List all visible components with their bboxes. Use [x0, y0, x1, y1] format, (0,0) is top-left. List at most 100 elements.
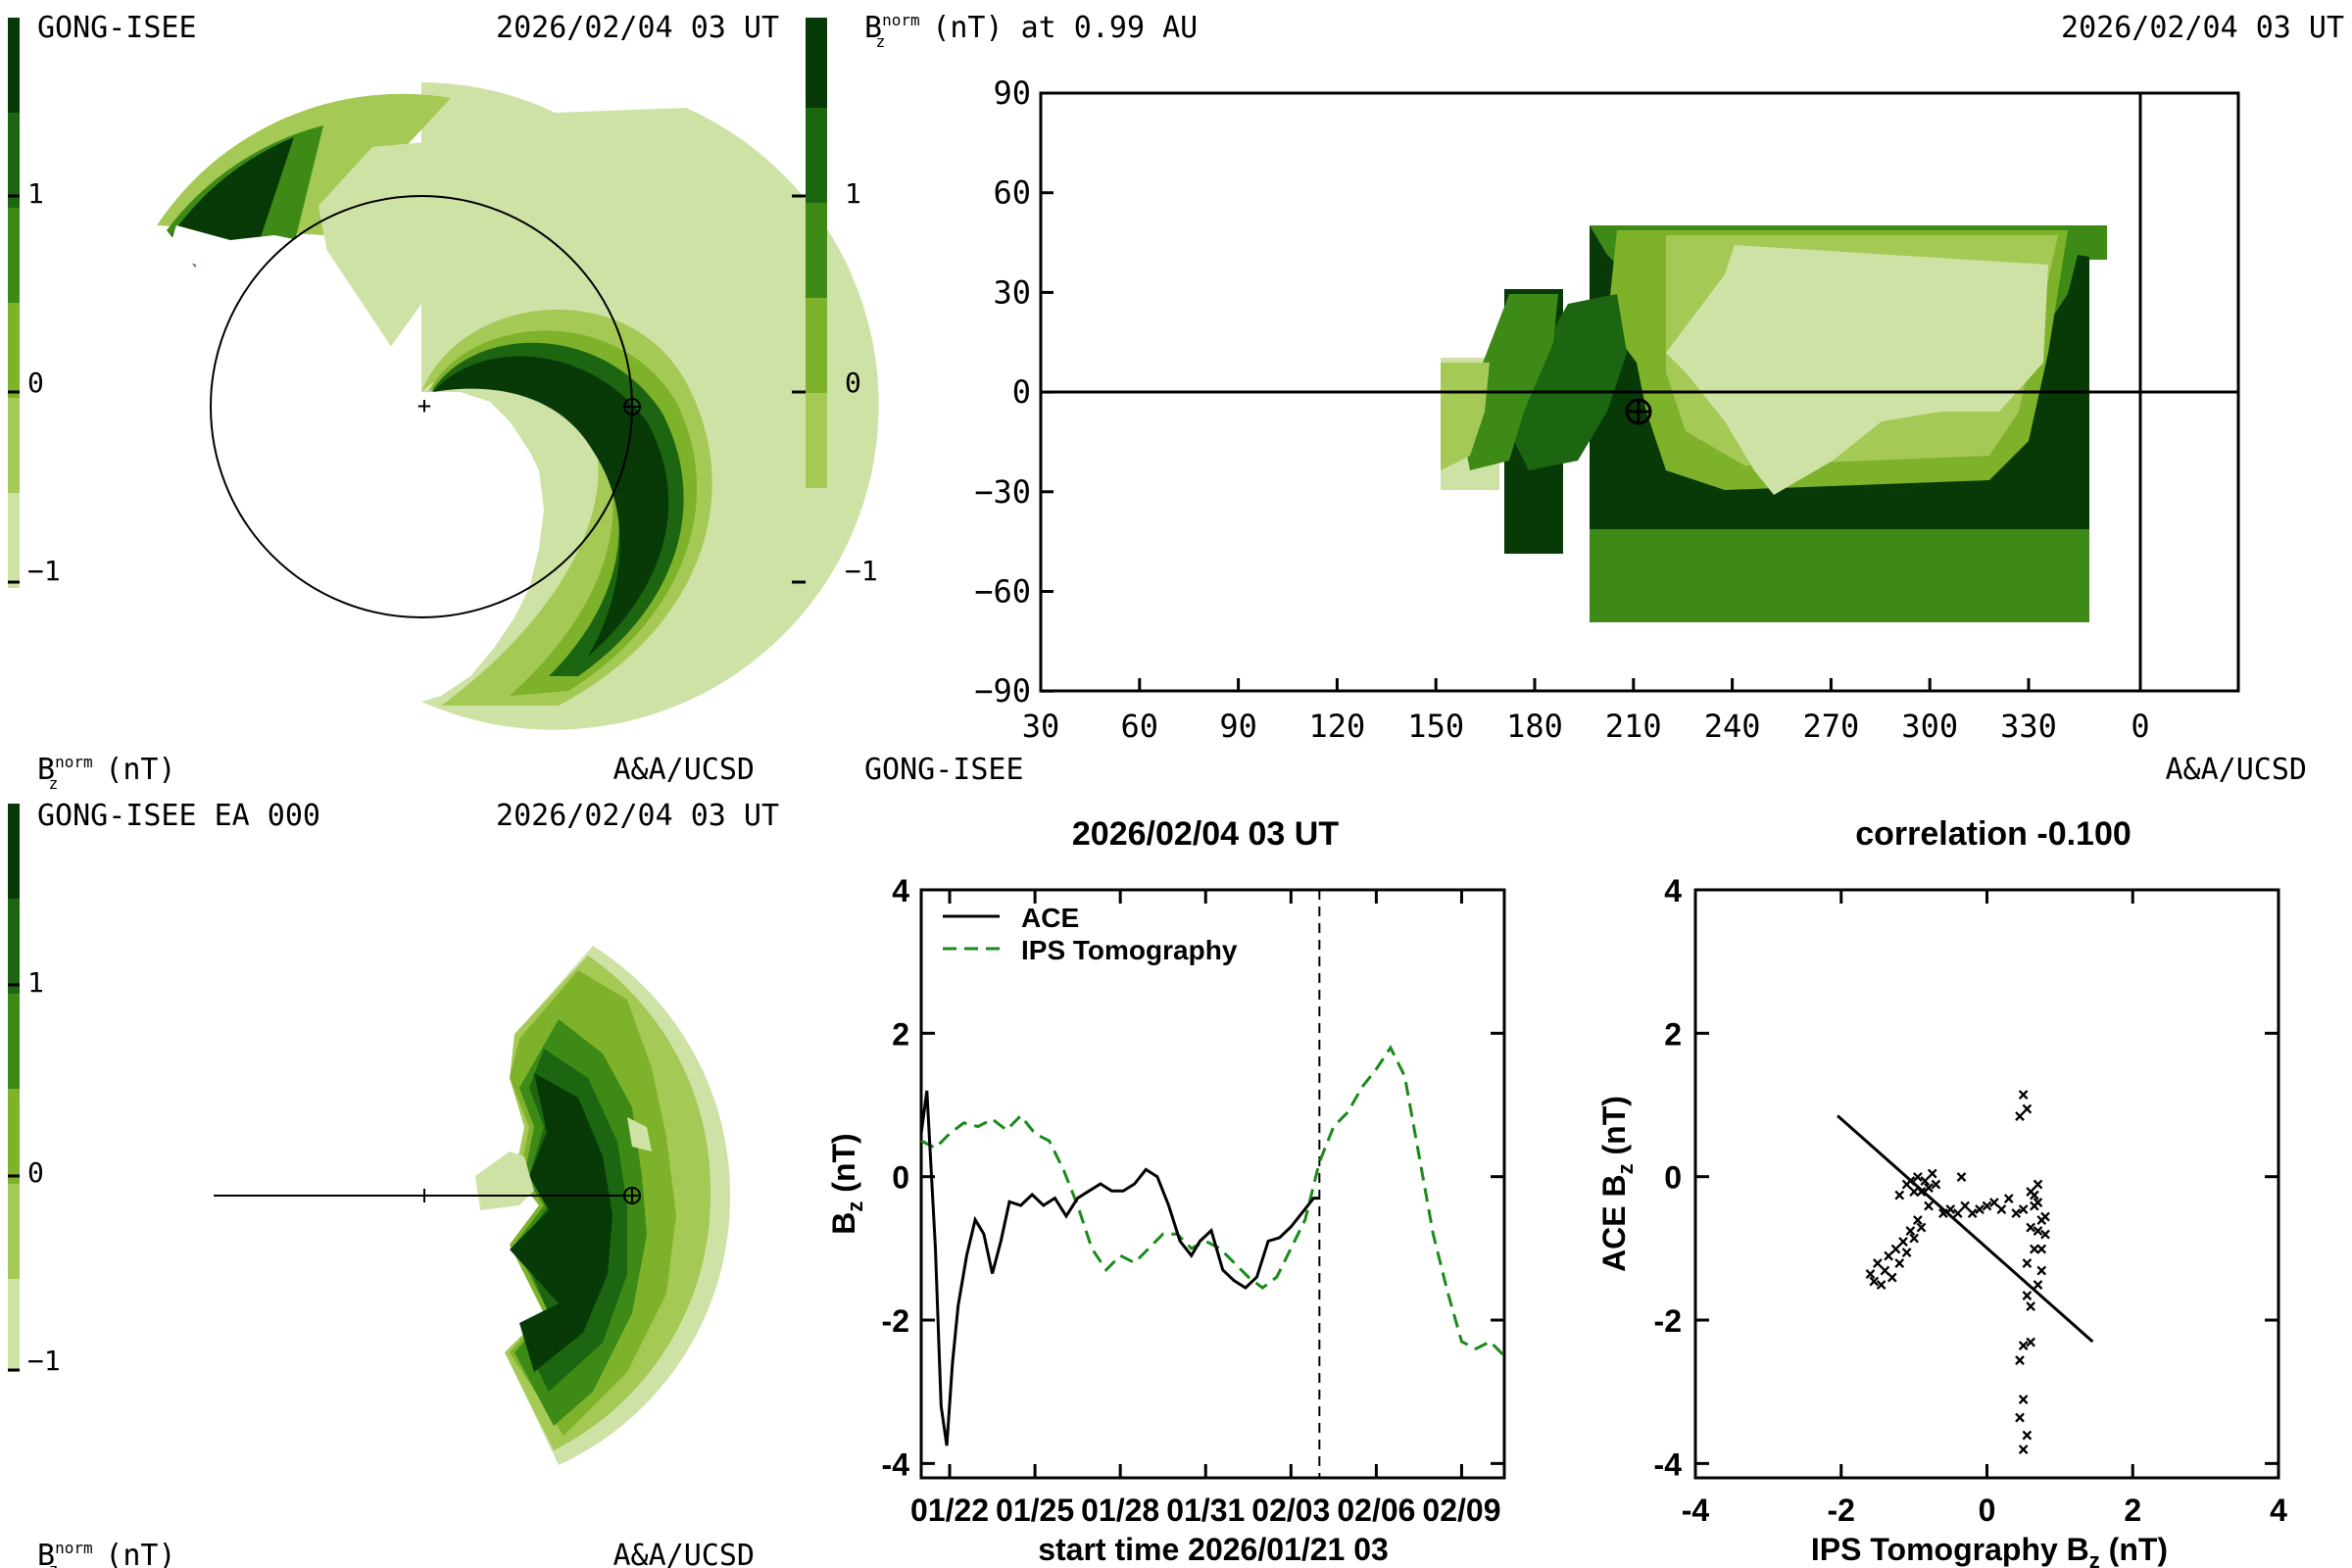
x-tick-label: 02/03 [1251, 1493, 1330, 1528]
scatter-point: × [1908, 1179, 1920, 1202]
scatter-point: × [1886, 1265, 1898, 1289]
legend-entry-ace: ACE [1021, 903, 1079, 933]
y-tick-label: −30 [974, 473, 1031, 511]
x-tick-label: -4 [1682, 1493, 1710, 1528]
scatter-point: × [2039, 1204, 2051, 1228]
x-tick-label: 4 [2270, 1493, 2287, 1528]
scatter-point: × [1930, 1172, 1941, 1196]
regression-fit-line [1837, 1114, 2094, 1344]
scatter-point: × [2029, 1237, 2040, 1260]
map-title: Bnorm z (nT) at 0.99 AU [864, 11, 1198, 51]
x-tick-label: 240 [1704, 708, 1761, 745]
credit-label: A&A/UCSD [613, 1539, 756, 1568]
timeseries-legend: ACE IPS Tomography [943, 903, 1238, 965]
scatter-point: × [2021, 1250, 2033, 1274]
scatter-point: × [1901, 1172, 1913, 1196]
scatter-point: × [1879, 1258, 1890, 1282]
colorbar-tick-label: 0 [845, 367, 861, 399]
scatter-point: × [1912, 1165, 1924, 1189]
scatter-title: correlation -0.100 [1855, 815, 2132, 853]
timeseries-y-axis-label: Bz (nT) [826, 1133, 867, 1234]
timeseries-plot-frame [919, 888, 1506, 1480]
y-tick-label: 90 [993, 74, 1031, 112]
colorbar-tick-label: 0 [27, 367, 44, 399]
credit-label: A&A/UCSD [613, 753, 756, 787]
y-tick-label: 30 [993, 273, 1031, 311]
x-tick-label: 180 [1506, 708, 1563, 745]
timeseries-x-axis-label: start time 2026/01/21 03 [1038, 1532, 1389, 1567]
y-tick-label: 4 [892, 873, 909, 908]
y-tick-label: 0 [1012, 373, 1031, 411]
x-tick-label: 210 [1605, 708, 1662, 745]
x-tick-label: 300 [1901, 708, 1958, 745]
scatter-point: × [1872, 1250, 1884, 1274]
x-tick-label: 90 [1219, 708, 1257, 745]
x-tick-label: 330 [2000, 708, 2057, 745]
scatter-point: × [1981, 1194, 1992, 1217]
top-left-panel: 1 0 −1 GONG-ISEE 2026/02/04 03 UT [8, 11, 879, 793]
x-tick-label: 01/31 [1166, 1493, 1245, 1528]
x-tick-label: 150 [1407, 708, 1464, 745]
colorbar-tick-label: −1 [27, 555, 61, 587]
scatter-point: × [1923, 1194, 1935, 1217]
source-label: GONG-ISEE EA 000 [37, 799, 320, 833]
scatter-point: × [1937, 1200, 1949, 1224]
x-tick-label: 01/25 [996, 1493, 1074, 1528]
x-tick-label: 0 [2131, 708, 2149, 745]
scatter-point: × [1864, 1261, 1876, 1285]
colorbar-tick-label: 1 [27, 966, 44, 999]
scatter-point: × [1988, 1190, 2000, 1213]
x-tick-label: 120 [1309, 708, 1366, 745]
scatter-point: × [2014, 1348, 2026, 1371]
scatter-point: × [1955, 1165, 1967, 1189]
scatter-point: × [1897, 1230, 1909, 1253]
scatter-point: × [1944, 1198, 1956, 1221]
scatter-point: × [1967, 1200, 1979, 1224]
colorbar-tick-label: 0 [27, 1156, 44, 1189]
legend-entry-ips: IPS Tomography [1021, 935, 1238, 965]
scatter-point: × [2018, 1388, 2030, 1411]
x-tick-label: 2 [2124, 1493, 2141, 1528]
scatter-point: × [1883, 1244, 1894, 1267]
scatter-point: × [2025, 1294, 2036, 1317]
colorbar-tick-label: 1 [845, 177, 861, 210]
scatter-point: × [1876, 1272, 1887, 1296]
scatter-point: × [1904, 1219, 1916, 1243]
y-tick-label: 2 [1664, 1016, 1682, 1052]
scatter-panel: correlation -0.100 420-2-4-4 -2 0 2 4 ××××××… [1596, 815, 2287, 1568]
scatter-point: × [2033, 1190, 2044, 1213]
y-tick-label: -2 [882, 1303, 909, 1339]
y-tick-label: 4 [1664, 873, 1682, 908]
scatter-point: × [1916, 1215, 1928, 1239]
scatter-point: × [1890, 1237, 1902, 1260]
source-label: GONG-ISEE [37, 11, 197, 45]
scatter-point: × [2025, 1215, 2036, 1239]
scatter-point: × [2014, 1405, 2026, 1429]
x-tick-label: 0 [1979, 1493, 1996, 1528]
timestamp-label: 2026/02/04 03 UT [2061, 11, 2344, 45]
scatter-point: × [2021, 1283, 2033, 1306]
scatter-point: × [1952, 1200, 1964, 1224]
scatter-point: × [2035, 1258, 2047, 1282]
scatter-point: × [2003, 1187, 2015, 1210]
y-tick-label: 0 [1664, 1160, 1682, 1196]
x-tick-label: 01/22 [910, 1493, 989, 1528]
scatter-y-axis-label: ACE Bz (nT) [1596, 1096, 1638, 1272]
y-tick-label: 2 [892, 1016, 909, 1052]
x-tick-label: 02/06 [1337, 1493, 1415, 1528]
timeseries-title: 2026/02/04 03 UT [1072, 815, 1339, 853]
scatter-point: × [1901, 1241, 1913, 1264]
top-left-colorbar: 1 0 −1 [8, 18, 61, 588]
ips-tomography-series-line [920, 1045, 1506, 1357]
scatter-point: × [1923, 1176, 1935, 1200]
scatter-point: × [2014, 1103, 2026, 1127]
top-right-colorbar: 1 0 −1 [792, 18, 878, 587]
scatter-point: × [1959, 1194, 1971, 1217]
colorbar-tick-label: 1 [27, 177, 44, 210]
timestamp-label: 2026/02/04 03 UT [496, 11, 779, 45]
x-tick-label: 60 [1121, 708, 1159, 745]
scatter-points: ×××××××××××××××××××××××××× ××××××××××××××… [1864, 1083, 2051, 1461]
x-tick-label: 02/09 [1422, 1493, 1500, 1528]
